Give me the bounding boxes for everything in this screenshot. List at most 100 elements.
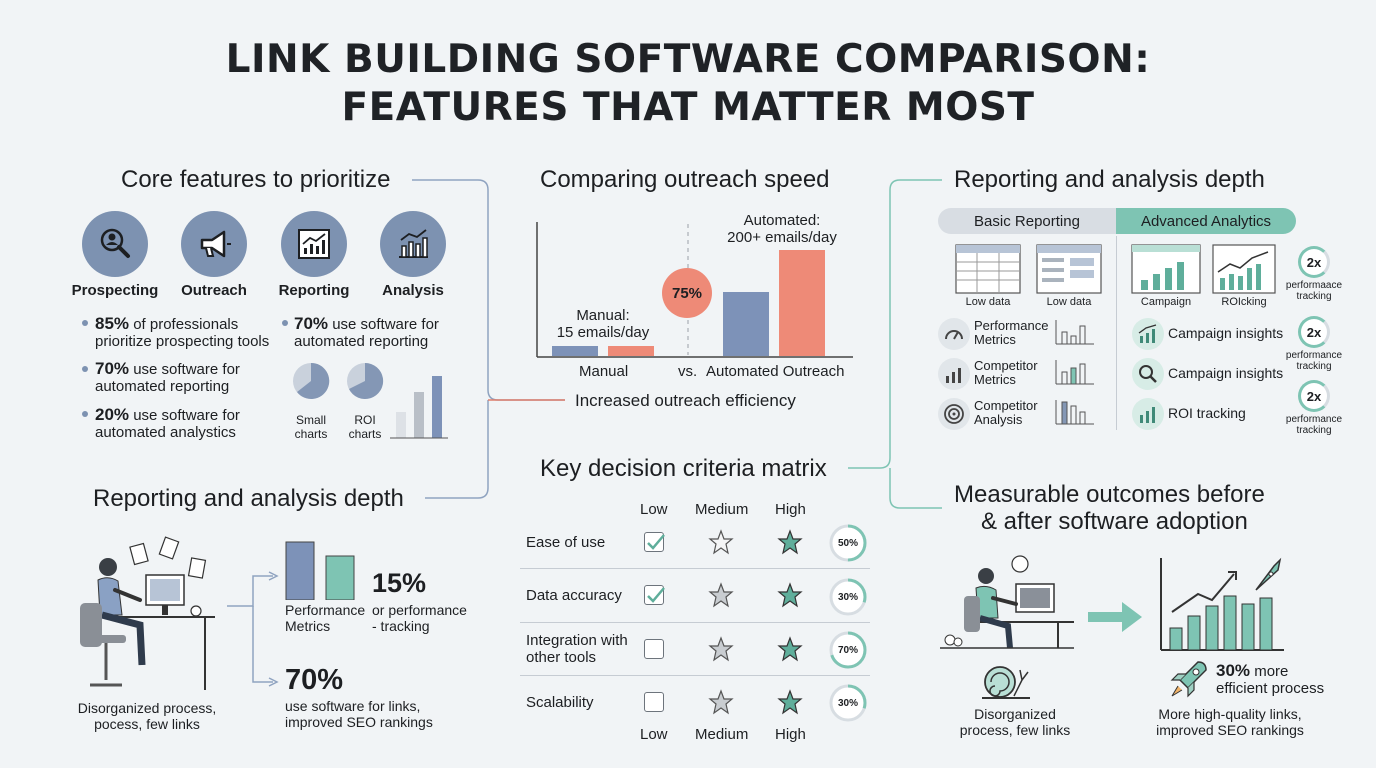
roi-charts-line2: charts	[348, 427, 382, 441]
outcomes-pct-line2: efficient process	[1216, 680, 1325, 697]
basic-item-1: Performance Metrics	[974, 319, 1048, 347]
core-bullet-1-text1: of professionals	[129, 316, 239, 333]
core-bullet-1-pct: 85%	[95, 314, 130, 333]
page-title-line-2: FEATURES THAT MATTER MOST	[341, 85, 1035, 130]
matrix-row-accuracy-label: Data accuracy	[526, 587, 622, 604]
gauge-icon	[938, 318, 970, 350]
badge-2-line1: performance	[1285, 350, 1343, 361]
prospecting-icon-circle	[82, 211, 148, 277]
matrix-row-scalability-checkbox[interactable]	[644, 692, 664, 712]
ring-4-pct: 30%	[837, 697, 858, 709]
reporting-left-caption: Disorganized process, pocess, few links	[62, 700, 232, 732]
outreach-speed-chart	[536, 222, 853, 358]
manual-label-2: 15 emails/day	[556, 324, 650, 341]
matrix-col-low: Low	[640, 501, 668, 518]
person-at-computer-illustration	[940, 555, 1074, 649]
mini-bar-chart	[390, 376, 448, 439]
bar-chart-icon	[399, 229, 428, 258]
core-bullet-2-text2: automated reporting	[95, 378, 230, 395]
ring-fill	[829, 578, 867, 616]
progress-ring	[829, 524, 867, 562]
x-label-manual: Manual	[579, 363, 629, 380]
outreach-icon-circle	[181, 211, 247, 277]
before-line1: Disorganized	[974, 706, 1056, 722]
small-pie-chart	[293, 362, 330, 399]
matrix-divider	[520, 568, 870, 569]
reporting-left-caption-2: pocess, few links	[94, 716, 200, 732]
badge-2-line2: tracking	[1296, 361, 1332, 372]
efficiency-badge: 75%	[662, 268, 712, 318]
reporting-icon-circle	[281, 211, 347, 277]
stat-70-line1: use software for links,	[285, 698, 421, 714]
core-bullet-3: 20% use software for automated analystic…	[95, 406, 240, 441]
x-label-automated: Automated Outreach	[706, 363, 845, 380]
matrix-row-ease-checkbox[interactable]	[644, 532, 665, 552]
reporting-divider	[1116, 236, 1117, 430]
reporting-left-caption-1: Disorganized process,	[77, 700, 217, 716]
badge-2x-2-caption: performance tracking	[1282, 350, 1346, 372]
reporting-left-heading: Reporting and analysis depth	[93, 485, 404, 512]
basic-item-1-line2: Metrics	[974, 332, 1016, 347]
core-bullet-3-text2: automated analystics	[95, 424, 236, 441]
performance-metrics-label: Performance Metrics	[285, 602, 365, 634]
manual-label: Manual: 15 emails/day	[548, 307, 658, 341]
performance-bar-chart	[285, 541, 355, 600]
matrix-row-accuracy-checkbox[interactable]	[644, 585, 665, 605]
badge-2x-3: 2x	[1298, 380, 1330, 412]
badge-2x-1-caption: performaace tracking	[1282, 280, 1346, 302]
stat-15-note-1: or performance	[372, 602, 467, 618]
adv-item-3: ROI tracking	[1168, 405, 1246, 421]
reporting-right-heading: Reporting and analysis depth	[954, 166, 1265, 193]
small-charts-label: Small charts	[286, 413, 336, 441]
bullet-dot	[82, 320, 88, 326]
matrix-footer-low: Low	[640, 726, 668, 743]
core-bullet-1-text2: prioritize prospecting tools	[95, 333, 270, 350]
automated-label-2: 200+ emails/day	[727, 229, 837, 246]
core-bullet-2: 70% use software for automated reporting	[95, 360, 240, 395]
tab-basic-reporting[interactable]: Basic Reporting	[938, 208, 1116, 234]
bullet-dot	[82, 366, 88, 372]
ring-1-pct: 50%	[837, 537, 858, 549]
stat-70-pct: 70%	[285, 664, 344, 696]
after-line2: improved SEO rankings	[1156, 722, 1304, 738]
matrix-ring-3: 70%	[828, 630, 868, 675]
core-bullet-2-pct: 70%	[95, 359, 130, 378]
matrix-row-integration-line1: Integration with	[526, 632, 628, 649]
matrix-divider	[520, 675, 870, 676]
magnifier-person-icon	[100, 228, 130, 258]
ring-fill	[829, 524, 867, 562]
ring-2-pct: 30%	[837, 591, 858, 603]
split-arrows	[227, 571, 279, 687]
adv-item-1: Campaign insights	[1168, 325, 1284, 341]
core-features-heading: Core features to prioritize	[121, 166, 391, 193]
roi-charts-label: ROI charts	[340, 413, 390, 441]
matrix-row-integration-checkbox[interactable]	[644, 639, 664, 659]
basic-item-3-line1: Competitor	[974, 398, 1038, 413]
roi-charts-line1: ROI	[354, 413, 376, 427]
prospecting-label: Prospecting	[71, 282, 159, 299]
core-bullet-right-pct: 70%	[294, 314, 329, 333]
analysis-icon-circle	[380, 211, 446, 277]
outcomes-pct-value: 30%	[1216, 661, 1251, 680]
manual-label-1: Manual:	[576, 307, 630, 324]
stat-70-line2: improved SEO rankings	[285, 714, 433, 730]
core-bullet-right: 70% use software for automated reporting	[294, 315, 439, 350]
core-bullet-1: 85% of professionals prioritize prospect…	[95, 315, 269, 350]
badge-3-line1: performance	[1285, 414, 1343, 425]
outreach-caption: Increased outreach efficiency	[575, 391, 796, 410]
ring-fill	[829, 684, 867, 722]
snail-icon	[982, 666, 1030, 699]
bullet-dot	[282, 320, 288, 326]
stat-15-note: or performance - tracking	[372, 602, 467, 634]
matrix-col-medium: Medium	[695, 501, 749, 518]
progress-ring	[829, 578, 867, 616]
basic-item-2: Competitor Metrics	[974, 359, 1038, 387]
tab-advanced-analytics[interactable]: Advanced Analytics	[1116, 208, 1296, 234]
matrix-divider	[520, 622, 870, 623]
outreach-label: Outreach	[181, 282, 247, 299]
performance-label-2: Metrics	[285, 618, 331, 634]
growth-bar-chart	[1160, 557, 1284, 651]
stat-70-text: use software for links, improved SEO ran…	[285, 698, 433, 730]
rocket-icon	[1170, 661, 1207, 698]
core-bullet-3-text1: use software for	[129, 407, 240, 424]
